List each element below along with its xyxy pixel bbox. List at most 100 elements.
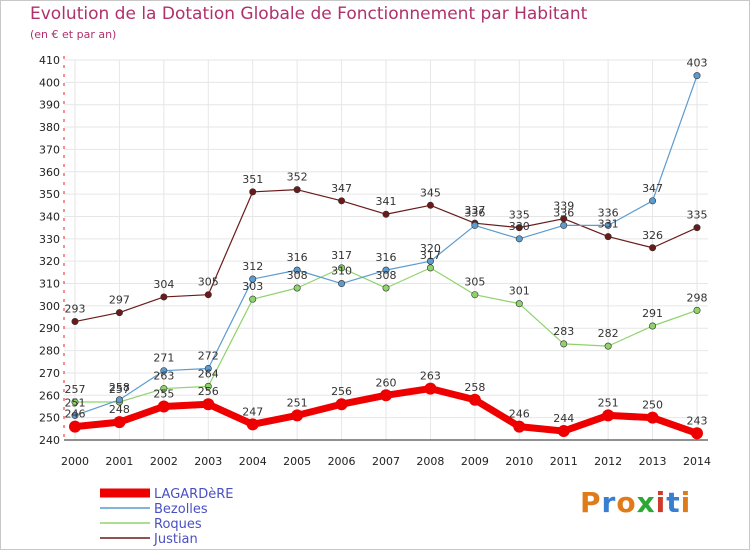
data-point-bezolles <box>604 221 612 229</box>
x-tick-label: 2012 <box>594 455 622 468</box>
data-point-justian <box>115 309 123 317</box>
x-tick-label: 2009 <box>461 455 489 468</box>
data-point-roques <box>204 382 212 390</box>
grid <box>64 59 708 441</box>
legend-label-lagardre: LAGARDèRE <box>154 487 233 502</box>
y-tick-label: 410 <box>39 54 60 67</box>
data-label-lagardre: 247 <box>242 405 263 418</box>
data-label-bezolles: 310 <box>331 265 352 278</box>
data-label-roques: 303 <box>242 280 263 293</box>
data-label-roques: 282 <box>598 327 619 340</box>
x-tick-label: 2013 <box>639 455 667 468</box>
y-tick-label: 290 <box>39 322 60 335</box>
data-label-bezolles: 336 <box>553 206 574 219</box>
data-label-justian: 304 <box>153 278 174 291</box>
x-tick-label: 2011 <box>550 455 578 468</box>
axes <box>63 56 708 441</box>
data-label-lagardre: 263 <box>420 370 441 383</box>
data-label-justian: 297 <box>109 294 130 307</box>
data-point-bezolles <box>293 266 301 274</box>
data-label-justian: 331 <box>598 218 619 231</box>
data-label-justian: 337 <box>464 204 485 217</box>
data-point-bezolles <box>71 411 79 419</box>
legend-label-bezolles: Bezolles <box>154 502 208 517</box>
data-label-roques: 257 <box>109 383 130 396</box>
y-tick-label: 300 <box>39 300 60 313</box>
data-label-roques: 257 <box>65 383 86 396</box>
y-tick-label: 310 <box>39 278 60 291</box>
data-label-justian: 326 <box>642 229 663 242</box>
x-tick-label: 2006 <box>328 455 356 468</box>
data-point-lagardre <box>691 427 703 440</box>
y-tick-label: 270 <box>39 367 60 380</box>
y-tick-label: 330 <box>39 233 60 246</box>
data-point-bezolles <box>471 221 479 229</box>
data-label-roques: 317 <box>420 249 441 262</box>
data-label-roques: 305 <box>464 276 485 289</box>
data-label-lagardre: 251 <box>598 396 619 409</box>
data-label-roques: 308 <box>287 269 308 282</box>
series-group <box>69 72 703 440</box>
data-label-bezolles: 403 <box>687 57 708 70</box>
x-tick-label: 2008 <box>416 455 444 468</box>
x-tick-label: 2002 <box>150 455 178 468</box>
legend-label-roques: Roques <box>154 517 202 532</box>
data-point-justian <box>338 197 346 205</box>
data-point-lagardre <box>113 416 126 429</box>
data-label-bezolles: 336 <box>598 206 619 219</box>
x-tick-label: 2000 <box>61 455 89 468</box>
data-point-roques <box>160 385 168 393</box>
data-label-lagardre: 255 <box>153 387 174 400</box>
data-label-roques: 264 <box>198 367 219 380</box>
data-point-roques <box>382 284 390 292</box>
y-tick-label: 320 <box>39 255 60 268</box>
data-point-bezolles <box>560 221 568 229</box>
data-point-lagardre <box>246 418 259 431</box>
data-label-bezolles: 336 <box>464 206 485 219</box>
data-point-roques <box>604 342 612 350</box>
data-point-roques <box>249 295 257 303</box>
data-label-justian: 335 <box>509 209 530 222</box>
data-label-justian: 347 <box>331 182 352 195</box>
x-tick-label: 2004 <box>239 455 267 468</box>
data-label-roques: 263 <box>153 370 174 383</box>
data-point-lagardre <box>335 398 348 411</box>
data-point-lagardre <box>157 400 170 413</box>
data-label-roques: 308 <box>376 269 397 282</box>
data-label-lagardre: 246 <box>65 408 86 421</box>
data-label-justian: 345 <box>420 186 441 199</box>
data-label-bezolles: 316 <box>287 251 308 264</box>
data-label-justian: 305 <box>198 276 219 289</box>
data-label-lagardre: 243 <box>687 414 708 427</box>
y-tick-label: 240 <box>39 434 60 447</box>
data-point-bezolles <box>649 197 657 205</box>
data-point-lagardre <box>646 411 659 424</box>
y-tick-label: 250 <box>39 412 60 425</box>
legend-label-justian: Justian <box>153 532 198 547</box>
data-label-lagardre: 248 <box>109 403 130 416</box>
data-point-bezolles <box>115 396 123 404</box>
data-label-roques: 301 <box>509 285 530 298</box>
data-point-roques <box>649 322 657 330</box>
data-point-justian <box>693 224 701 232</box>
data-point-justian <box>204 291 212 299</box>
data-point-bezolles <box>249 275 257 283</box>
data-point-lagardre <box>380 389 392 402</box>
data-point-bezolles <box>382 266 390 274</box>
data-label-justian: 339 <box>553 200 574 213</box>
data-point-lagardre <box>468 393 481 406</box>
data-point-justian <box>604 233 612 241</box>
data-label-bezolles: 320 <box>420 242 441 255</box>
data-label-lagardre: 244 <box>553 412 574 425</box>
data-point-lagardre <box>291 409 304 422</box>
data-point-roques <box>426 264 434 272</box>
data-point-lagardre <box>513 420 526 433</box>
data-point-justian <box>515 224 523 232</box>
data-point-bezolles <box>515 235 523 243</box>
data-label-lagardre: 251 <box>287 396 308 409</box>
data-label-justian: 341 <box>376 195 397 208</box>
data-point-bezolles <box>204 364 212 372</box>
